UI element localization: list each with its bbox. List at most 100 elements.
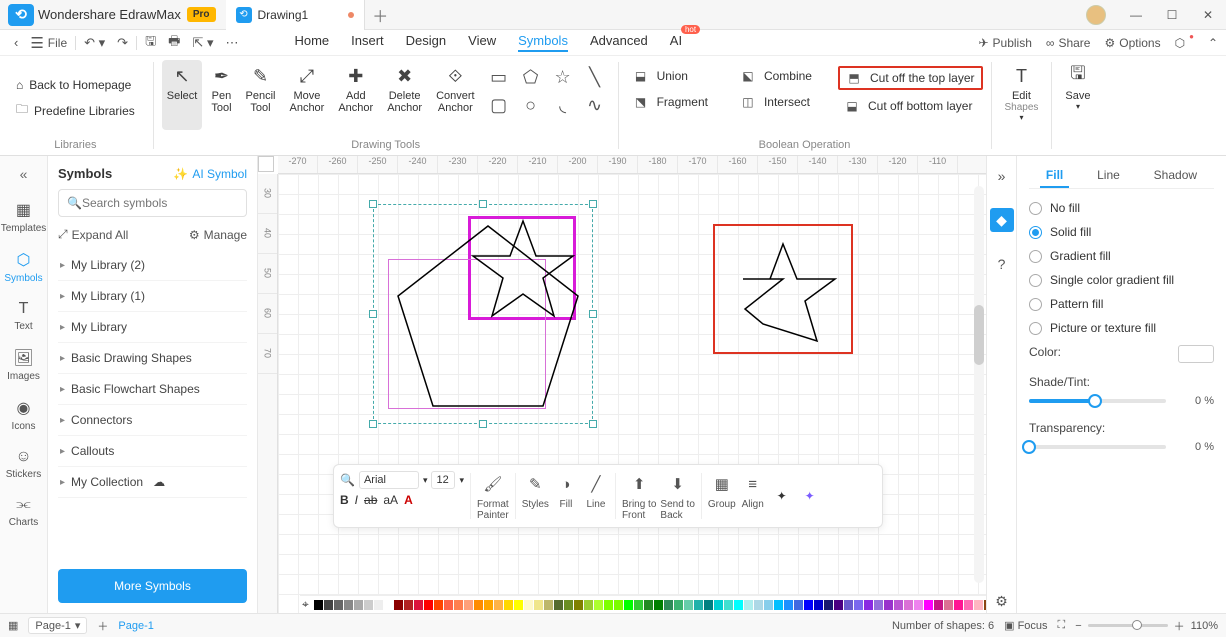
new-tab-button[interactable]: ＋ xyxy=(365,3,395,27)
save-icon[interactable]: 🖫 xyxy=(139,33,162,53)
color-swatch[interactable] xyxy=(424,600,433,610)
fill-option-solid-fill[interactable]: Solid fill xyxy=(1029,225,1214,239)
rail-templates[interactable]: ▦Templates xyxy=(1,200,47,234)
fill-option-picture-texture[interactable]: Picture or texture fill xyxy=(1029,321,1214,335)
right-rail-help-icon[interactable]: ? xyxy=(990,252,1014,276)
lib-item[interactable]: ▸My Library xyxy=(58,312,247,343)
color-swatch[interactable] xyxy=(964,600,973,610)
sel-handle-nw[interactable] xyxy=(369,200,377,208)
canvas[interactable]: 🔍 Arial▾ 12▾ B I ab aA A 🖌Format Painter xyxy=(278,174,986,613)
back-button[interactable]: ‹ xyxy=(8,33,24,53)
options-button[interactable]: ⚙ Options xyxy=(1104,36,1160,50)
color-swatch[interactable] xyxy=(804,600,813,610)
color-swatch[interactable] xyxy=(824,600,833,610)
transparency-slider[interactable] xyxy=(1029,445,1166,449)
color-swatch[interactable] xyxy=(384,600,393,610)
color-swatch[interactable] xyxy=(904,600,913,610)
sel-handle-w[interactable] xyxy=(369,310,377,318)
color-swatch[interactable] xyxy=(634,600,643,610)
color-swatch[interactable] xyxy=(654,600,663,610)
menu-insert[interactable]: Insert xyxy=(351,33,384,52)
format-painter-button[interactable]: 🖌Format Painter xyxy=(477,471,509,521)
back-to-homepage[interactable]: ⌂ Back to Homepage xyxy=(16,78,131,92)
shade-tint-slider[interactable] xyxy=(1029,399,1166,403)
menu-advanced[interactable]: Advanced xyxy=(590,33,648,52)
color-swatch[interactable] xyxy=(564,600,573,610)
add-page-button[interactable]: ＋ xyxy=(97,618,108,634)
color-swatch[interactable] xyxy=(334,600,343,610)
menu-ai[interactable]: AI xyxy=(670,33,682,52)
color-swatch[interactable] xyxy=(974,600,983,610)
right-rail-settings-icon[interactable]: ⚙ xyxy=(990,589,1014,613)
color-swatch[interactable] xyxy=(574,600,583,610)
sel-handle-e[interactable] xyxy=(589,310,597,318)
color-swatch[interactable] xyxy=(314,600,323,610)
color-swatch[interactable] xyxy=(714,600,723,610)
font-color-button[interactable]: A xyxy=(404,493,413,507)
more-symbols-button[interactable]: More Symbols xyxy=(58,569,247,603)
color-swatch[interactable] xyxy=(934,600,943,610)
menu-symbols[interactable]: Symbols xyxy=(518,33,568,52)
menu-home[interactable]: Home xyxy=(294,33,329,52)
italic-button[interactable]: I xyxy=(355,493,358,507)
color-swatch[interactable] xyxy=(444,600,453,610)
boolean-union[interactable]: ⬓Union xyxy=(627,66,714,86)
publish-button[interactable]: ✈ Publish xyxy=(978,36,1031,50)
group-button[interactable]: ▦Group xyxy=(708,471,736,510)
document-tab[interactable]: ⟲ Drawing1 xyxy=(226,0,366,30)
color-swatch[interactable] xyxy=(914,600,923,610)
color-swatch[interactable] xyxy=(854,600,863,610)
pentagon-shape-icon[interactable]: ⬠ xyxy=(516,64,546,90)
color-swatch[interactable] xyxy=(754,600,763,610)
color-swatch[interactable] xyxy=(414,600,423,610)
undo-button[interactable]: ↶ ▾ xyxy=(78,33,111,53)
select-tool[interactable]: ↖Select xyxy=(162,60,203,130)
zoom-in-button[interactable]: ＋ xyxy=(1174,618,1185,634)
share-button[interactable]: ∞ Share xyxy=(1046,36,1091,50)
color-swatch[interactable] xyxy=(464,600,473,610)
color-swatch[interactable] xyxy=(614,600,623,610)
fit-button[interactable]: ⛶ xyxy=(1058,619,1066,632)
prop-tab-line[interactable]: Line xyxy=(1091,164,1126,188)
manage-button[interactable]: ⚙ Manage xyxy=(189,227,247,242)
boolean-intersect[interactable]: ◫Intersect xyxy=(734,92,818,112)
boolean-combine[interactable]: ⬕Combine xyxy=(734,66,818,86)
color-swatch[interactable] xyxy=(694,600,703,610)
ai-symbol-button[interactable]: ✨ AI Symbol xyxy=(173,167,247,181)
align-button[interactable]: ≡Align xyxy=(740,471,766,510)
color-swatch[interactable] xyxy=(674,600,683,610)
convert-anchor-tool[interactable]: ⟐Convert Anchor xyxy=(431,60,480,130)
zoom-slider[interactable] xyxy=(1088,624,1168,627)
prop-tab-fill[interactable]: Fill xyxy=(1040,164,1069,188)
case-button[interactable]: aA xyxy=(383,493,398,507)
color-swatch[interactable] xyxy=(844,600,853,610)
curve-shape-icon[interactable]: ∿ xyxy=(580,92,610,118)
menu-view[interactable]: View xyxy=(468,33,496,52)
lib-item[interactable]: ▸Connectors xyxy=(58,405,247,436)
star-shape-icon[interactable]: ☆ xyxy=(548,64,578,90)
predefine-libraries[interactable]: 🗀 Predefine Libraries xyxy=(16,100,135,121)
print-icon[interactable]: 🖶 xyxy=(162,33,186,53)
color-swatch[interactable] xyxy=(764,600,773,610)
color-swatch[interactable] xyxy=(484,600,493,610)
rail-stickers[interactable]: ☺Stickers xyxy=(6,448,42,480)
menu-design[interactable]: Design xyxy=(406,33,446,52)
roundrect-shape-icon[interactable]: ▢ xyxy=(484,92,514,118)
rail-images[interactable]: 🖼Images xyxy=(7,348,40,382)
move-anchor-tool[interactable]: ⤢Move Anchor xyxy=(284,60,329,130)
color-swatch[interactable] xyxy=(584,600,593,610)
color-swatch[interactable] xyxy=(644,600,653,610)
color-swatch[interactable] xyxy=(864,600,873,610)
color-swatch[interactable] xyxy=(554,600,563,610)
pen-tool[interactable]: ✒Pen Tool xyxy=(206,60,236,130)
search-input[interactable] xyxy=(82,196,238,210)
focus-button[interactable]: ▣ Focus xyxy=(1004,619,1047,632)
boolean-fragment[interactable]: ⬔Fragment xyxy=(627,92,714,112)
edit-shapes[interactable]: TEditShapes▾ xyxy=(1000,60,1044,130)
line-button[interactable]: ╱Line xyxy=(583,471,609,510)
close-button[interactable]: ✕ xyxy=(1190,0,1226,30)
bold-button[interactable]: B xyxy=(340,493,349,507)
maximize-button[interactable]: ☐ xyxy=(1154,0,1190,30)
color-swatch[interactable] xyxy=(954,600,963,610)
color-swatch[interactable] xyxy=(514,600,523,610)
